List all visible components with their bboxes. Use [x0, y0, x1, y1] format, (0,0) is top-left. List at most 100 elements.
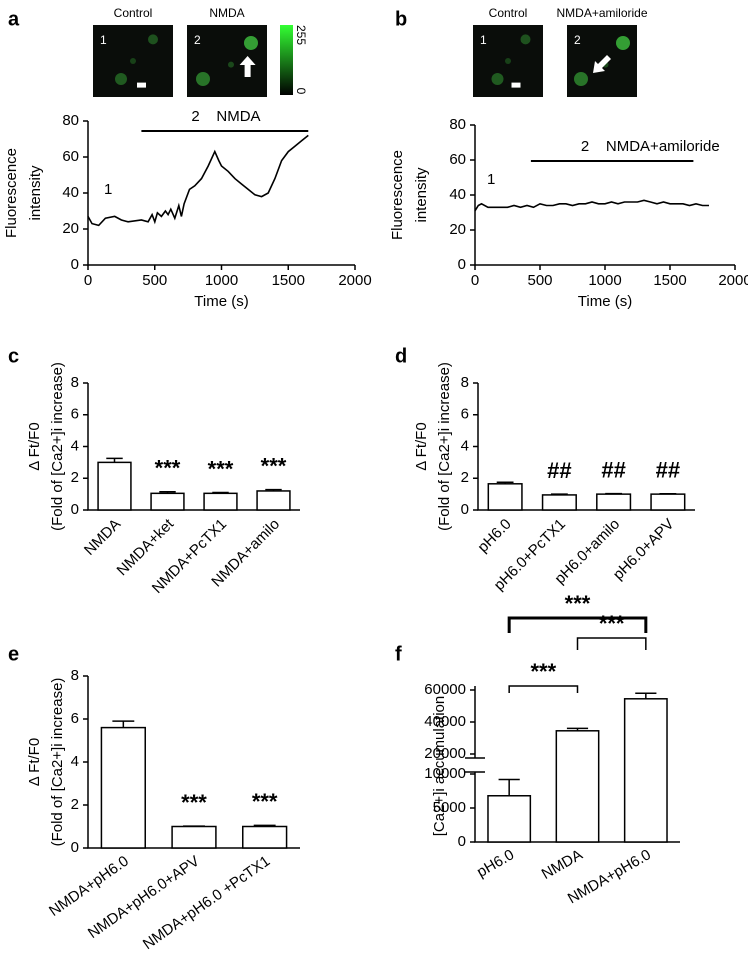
- bar: [100, 726, 146, 849]
- cell: [228, 61, 234, 68]
- comparison-label: ***: [565, 591, 591, 616]
- image-number: 2: [194, 33, 201, 47]
- y-tick-label: 40000: [424, 713, 466, 730]
- image-label: NMDA: [209, 6, 244, 20]
- axis-line: [87, 121, 355, 266]
- significance: ##: [656, 458, 680, 483]
- scale-bar: [511, 82, 521, 88]
- y-tick-label: 4: [71, 753, 79, 770]
- x-tick-label: 500: [527, 272, 552, 289]
- error-bar: [550, 493, 568, 495]
- cell: [196, 72, 210, 86]
- significance: ***: [155, 456, 181, 481]
- significance: ***: [208, 456, 234, 481]
- error-bar: [253, 824, 276, 827]
- x-tick-label: NMDA: [539, 846, 586, 883]
- panel-label: c: [8, 345, 19, 367]
- x-tick-label: 1000: [588, 272, 621, 289]
- x-tick-label: 0: [84, 272, 92, 289]
- cell: [574, 72, 588, 86]
- x-tick-label: 500: [142, 272, 167, 289]
- error-bar: [496, 481, 514, 484]
- error-bar: [159, 490, 176, 494]
- y-tick-label: 60000: [424, 681, 466, 698]
- panel-label: a: [8, 8, 20, 30]
- colorbar: [280, 25, 293, 95]
- treatment-label: NMDA+amiloride: [606, 138, 720, 155]
- bar: [650, 493, 686, 511]
- panel-label: d: [395, 345, 407, 367]
- cell: [130, 58, 136, 64]
- panel-label: e: [8, 643, 19, 665]
- cell: [616, 36, 630, 50]
- significance: ##: [547, 458, 571, 483]
- y-tick-label: 20000: [424, 745, 466, 762]
- y-tick-label: 6: [461, 406, 469, 423]
- start-label: 1: [487, 171, 495, 188]
- y-tick-label: 40: [449, 186, 466, 203]
- bar: [487, 483, 523, 511]
- x-tick-label: pH6.0: [474, 516, 514, 556]
- cell: [505, 58, 511, 64]
- y-tick-label: 2: [461, 469, 469, 486]
- x-axis-label: Time (s): [578, 293, 632, 310]
- y-tick-label: 6: [71, 710, 79, 727]
- x-tick-label: 1000: [205, 272, 238, 289]
- cell: [244, 36, 258, 50]
- y-tick-label: 20: [449, 221, 466, 238]
- bar: [150, 492, 185, 511]
- image-number: 1: [100, 33, 107, 47]
- y-axis-label: Δ Ft/F0: [413, 422, 430, 470]
- error-bar: [112, 720, 135, 728]
- x-tick-label: NMDA: [81, 516, 124, 559]
- start-label: 1: [104, 181, 112, 198]
- bar: [242, 825, 288, 849]
- panel-label: b: [395, 8, 407, 30]
- cell: [148, 34, 158, 45]
- panel-label: f: [395, 643, 402, 665]
- y-tick-label: 0: [458, 256, 466, 273]
- micrograph: [473, 25, 543, 97]
- error-bar: [106, 457, 123, 463]
- y-tick-label: 2: [71, 469, 79, 486]
- comparison-bracket: [507, 616, 648, 633]
- error-bar: [566, 727, 589, 731]
- error-bar: [635, 692, 657, 699]
- treatment-number: 2: [191, 108, 199, 125]
- error-bar: [212, 491, 229, 494]
- y-axis-label: (Fold of [Ca2+]i increase): [436, 362, 453, 531]
- image-number: 2: [574, 33, 581, 47]
- significance: ***: [252, 789, 278, 814]
- y-tick-label: 80: [62, 112, 79, 129]
- y-tick-label: 6: [71, 406, 79, 423]
- bar: [171, 825, 217, 849]
- y-tick-label: 0: [71, 501, 79, 518]
- bar: [256, 490, 291, 511]
- x-axis-label: Time (s): [194, 293, 248, 310]
- y-axis-label: intensity: [413, 167, 430, 223]
- y-tick-label: 80: [449, 116, 466, 133]
- y-axis-label: Δ Ft/F0: [26, 738, 43, 786]
- x-tick-label: 1500: [272, 272, 305, 289]
- bar: [203, 492, 238, 511]
- y-tick-label: 8: [461, 374, 469, 391]
- x-tick-label: 2000: [718, 272, 748, 289]
- micrograph: [93, 25, 173, 97]
- y-tick-label: 8: [71, 374, 79, 391]
- y-tick-label: 0: [458, 833, 466, 850]
- cell: [491, 73, 504, 85]
- y-axis-label: Δ Ft/F0: [26, 422, 43, 470]
- arrow: [239, 56, 256, 77]
- comparison-label: ***: [599, 611, 625, 636]
- cell: [115, 73, 127, 85]
- y-tick-label: 2: [71, 796, 79, 813]
- y-tick-label: 5000: [433, 799, 466, 816]
- y-axis-label: (Fold of [Ca2+]i increase): [49, 362, 66, 531]
- bar: [596, 493, 632, 511]
- y-axis-label: Fluorescence: [389, 150, 406, 240]
- comparison-label: ***: [530, 659, 556, 684]
- y-axis-label: (Fold of [Ca2+]i increase): [49, 678, 66, 847]
- scale-bar: [137, 82, 146, 88]
- trace: [87, 134, 309, 227]
